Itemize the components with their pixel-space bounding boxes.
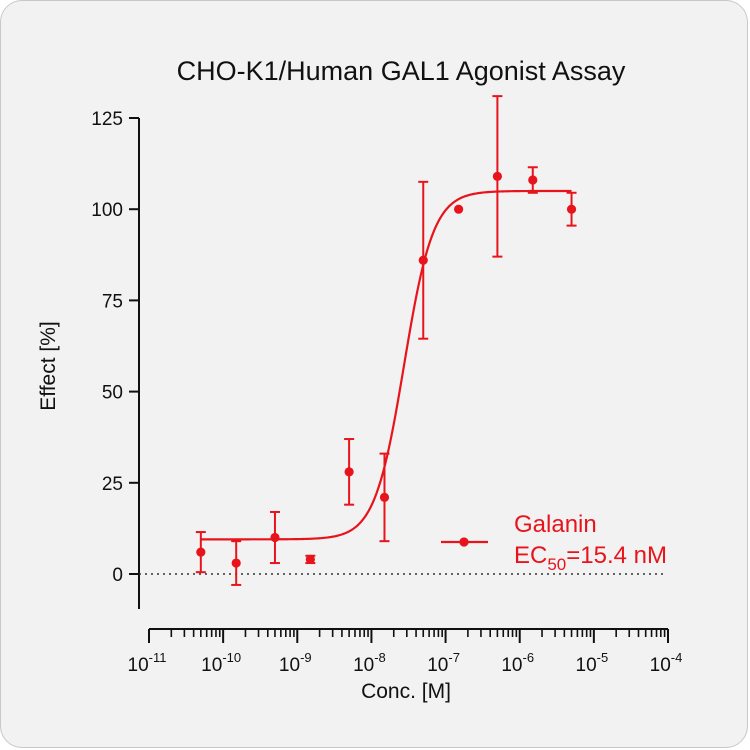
legend-marker xyxy=(459,537,469,547)
data-point xyxy=(231,558,241,568)
y-tick-label: 25 xyxy=(102,474,123,495)
ec50-sub: 50 xyxy=(547,555,566,574)
x-tick-exponent: -8 xyxy=(374,650,386,665)
x-tick-exponent: -10 xyxy=(222,650,241,665)
x-tick-exponent: -5 xyxy=(597,650,609,665)
x-tick-exponent: -7 xyxy=(448,650,460,665)
data-points-group xyxy=(195,95,577,586)
data-point xyxy=(196,547,206,557)
y-tick-label: 125 xyxy=(91,109,123,130)
ec50-prefix: EC xyxy=(514,542,547,569)
data-point xyxy=(566,204,577,214)
y-tick-label: 0 xyxy=(112,565,123,586)
legend: Galanin EC50=15.4 nM xyxy=(441,511,667,574)
data-point xyxy=(344,467,354,477)
x-tick-label: 10-7 xyxy=(427,650,460,676)
fit-curve xyxy=(200,189,572,541)
x-tick-exponent: -9 xyxy=(300,650,312,665)
x-tick-base: 10 xyxy=(279,655,300,676)
x-tick-label: 10-4 xyxy=(650,650,683,676)
ec50-suffix: =15.4 nM xyxy=(566,542,667,569)
x-axis-label: Conc. [M] xyxy=(361,680,451,703)
x-tick-base: 10 xyxy=(576,655,597,676)
y-tick-label: 100 xyxy=(91,200,123,221)
legend-series-name: Galanin xyxy=(514,511,597,538)
legend-ec50-annotation: EC50=15.4 nM xyxy=(514,542,667,574)
x-tick-label: 10-8 xyxy=(353,650,386,676)
x-tick-base: 10 xyxy=(501,655,522,676)
data-point xyxy=(528,175,538,185)
x-tick-exponent: -4 xyxy=(671,650,683,665)
data-point xyxy=(454,204,464,214)
x-tick-label: 10-6 xyxy=(501,650,534,676)
x-tick-base: 10 xyxy=(427,655,448,676)
x-tick-exponent: -11 xyxy=(149,650,167,665)
data-point xyxy=(492,171,502,181)
y-tick-label: 50 xyxy=(102,383,123,404)
data-point xyxy=(305,554,315,565)
x-tick-label: 10-9 xyxy=(279,650,312,676)
data-point xyxy=(418,255,428,265)
data-point xyxy=(379,492,390,502)
data-point xyxy=(270,532,280,543)
fit-curve-group xyxy=(200,189,572,541)
chart-title: CHO-K1/Human GAL1 Agonist Assay xyxy=(177,56,626,86)
y-axis-label: Effect [%] xyxy=(37,321,60,411)
x-tick-exponent: -6 xyxy=(523,650,535,665)
x-tick-base: 10 xyxy=(128,655,149,676)
x-tick-label: 10-10 xyxy=(201,650,241,676)
x-tick-base: 10 xyxy=(201,655,222,676)
x-tick-base: 10 xyxy=(353,655,374,676)
x-tick-label: 10-11 xyxy=(128,650,167,676)
x-tick-label: 10-5 xyxy=(576,650,609,676)
y-tick-label: 75 xyxy=(102,291,123,312)
x-tick-base: 10 xyxy=(650,655,671,676)
